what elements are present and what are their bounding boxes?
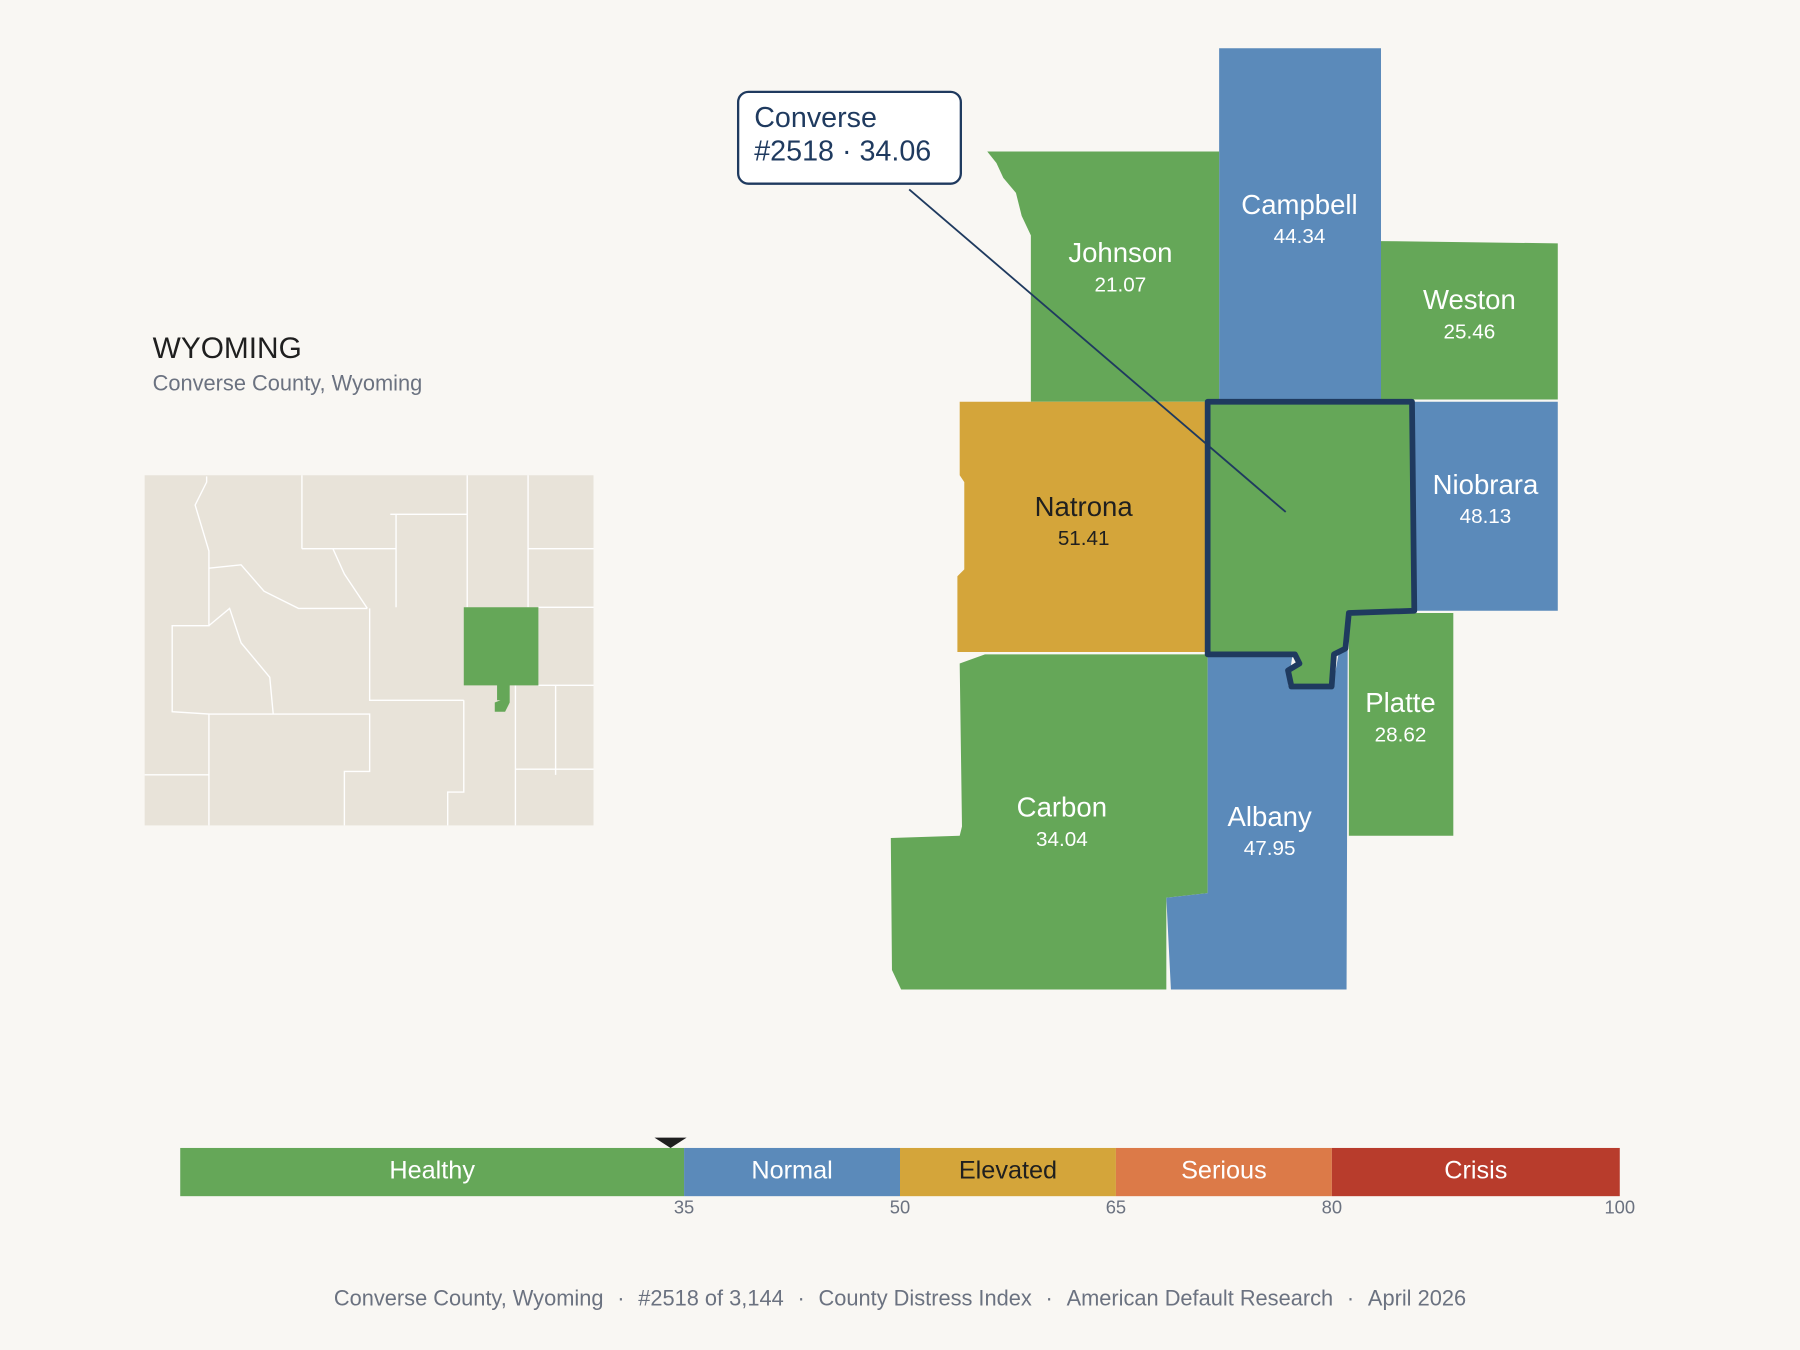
legend: Healthy Normal Elevated Serious Crisis 35 50 65… [180,1137,1635,1218]
inset-highlight [463,607,539,712]
county-name: Campbell [1241,189,1357,220]
county-value: 44.34 [1274,225,1326,248]
callout-rank: #2518 · 34.06 [754,135,931,167]
county-value: 51.41 [1058,527,1110,550]
callout-name: Converse [754,102,877,134]
counties [890,48,1558,990]
county-name: Carbon [1017,792,1107,823]
footer-part: #2518 of 3,144 [638,1285,783,1310]
legend-tick-label: 80 [1322,1197,1342,1218]
footer-separator: · [1347,1285,1354,1310]
county-value: 21.07 [1095,273,1147,296]
legend-band-label: Normal [751,1157,832,1185]
county-value: 28.62 [1375,723,1427,746]
legend-tick-label: 100 [1604,1197,1635,1218]
legend-band-label: Crisis [1444,1157,1507,1185]
subtitle: Converse County, Wyoming [153,370,423,395]
county-name: Weston [1423,284,1516,315]
legend-tick-label: 35 [674,1197,694,1218]
footer-part: April 2026 [1368,1285,1466,1310]
county-name: Platte [1365,687,1435,718]
county-name: Albany [1228,801,1312,832]
callout-leader [908,188,1287,513]
footer-part: Converse County, Wyoming [334,1285,604,1310]
legend-band [180,1147,685,1197]
footer-part: American Default Research [1067,1285,1334,1310]
footer-separator: · [617,1285,624,1310]
county-labels: Campbell 44.34 Johnson 21.07 Weston 25.46 Natr… [1017,189,1539,860]
county-shape [987,151,1220,402]
footer-separator: · [1046,1285,1053,1310]
legend-marker [654,1137,687,1148]
legend-band [900,1147,1116,1197]
county-shape [1166,649,1348,990]
county-shape [1413,401,1558,611]
inset-map [144,475,594,826]
county-shape [957,401,1207,653]
legend-tick-label: 65 [1106,1197,1126,1218]
legend-band [684,1147,900,1197]
county-name: Niobrara [1433,469,1539,500]
footer-part: County Distress Index [819,1285,1032,1310]
footer: Converse County, Wyoming · #2518 of 3,144 ·… [334,1285,1466,1310]
county-value: 48.13 [1460,505,1512,528]
county-value: 34.04 [1036,828,1088,851]
callout-box [736,90,962,185]
county-shape [1219,48,1381,400]
legend-band-label: Healthy [389,1157,475,1185]
county-name: Johnson [1068,237,1172,268]
legend-band [1331,1147,1620,1197]
legend-band [1115,1147,1332,1197]
legend-band-label: Elevated [959,1157,1057,1185]
county-name: Natrona [1035,491,1134,522]
county-shape [1380,241,1558,400]
county-shape [1204,398,1418,690]
title: WYOMING [153,332,302,365]
footer-separator: · [798,1285,805,1310]
county-value: 47.95 [1244,837,1296,860]
county-shape [890,654,1208,990]
county-value: 25.46 [1444,320,1496,343]
legend-tick-label: 50 [890,1197,910,1218]
county-shape [1348,613,1454,836]
legend-band-label: Serious [1181,1157,1267,1185]
